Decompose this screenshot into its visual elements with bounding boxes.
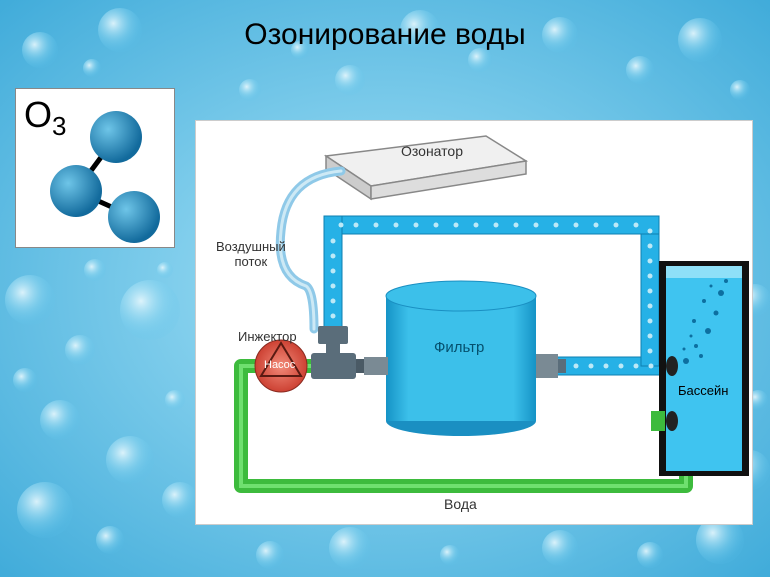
label-water: Вода [444, 496, 477, 512]
label-ozonator: Озонатор [401, 143, 463, 159]
label-airflow: Воздушный поток [216, 239, 286, 269]
label-injector: Инжектор [238, 329, 297, 344]
pool [659, 261, 749, 476]
page-title: Озонирование воды [0, 18, 770, 52]
diagram-svg [196, 121, 754, 526]
label-pump: Насос [264, 359, 295, 371]
ozone-molecule-panel: O3 [15, 88, 175, 248]
ozonation-diagram: Озонатор Воздушный поток Инжектор Насос … [195, 120, 753, 525]
label-pool: Бассейн [678, 383, 728, 398]
label-filter: Фильтр [434, 339, 484, 356]
coupling [364, 357, 388, 375]
injector [311, 326, 366, 379]
pool-water-outlet [651, 411, 665, 431]
ozone-formula: O3 [24, 94, 66, 142]
filter-tank [386, 281, 536, 436]
